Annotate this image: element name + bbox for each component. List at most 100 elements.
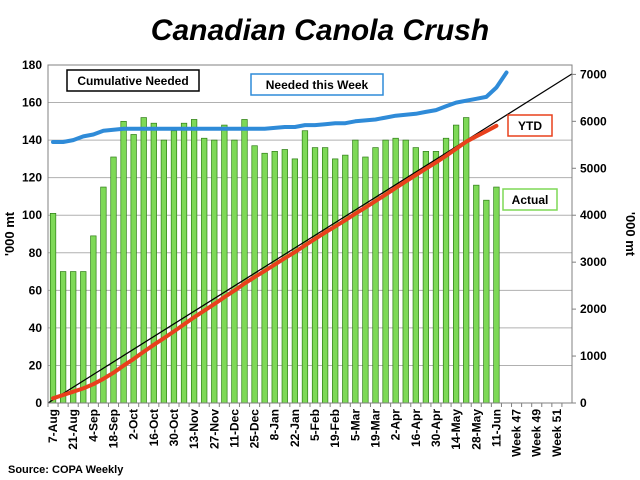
right-tick-label: 0: [580, 396, 587, 410]
actual-bar: [432, 151, 440, 404]
actual-bar: [493, 186, 500, 404]
x-tick-label: 16-Oct: [147, 409, 161, 446]
line-series: [47, 70, 573, 404]
legend-cumulative-needed: Cumulative Needed: [66, 69, 200, 92]
x-tick-label: 19-Mar: [369, 409, 383, 448]
x-tick-label: 11-Dec: [227, 409, 241, 448]
x-tick-label: 22-Jan: [288, 409, 302, 447]
legend-label-ytd: YTD: [518, 119, 542, 133]
actual-bar: [211, 139, 218, 404]
actual-bar: [170, 130, 178, 404]
ytd-line: [51, 123, 499, 401]
x-axis-ticks: 7-Aug 21-Aug 4-Sep 18-Sep 2-Oct 16-Oct 30-Oct 1…: [46, 403, 564, 457]
left-tick-label: 40: [29, 321, 43, 335]
actual-bar: [80, 271, 87, 404]
actual-bar: [231, 139, 238, 404]
left-tick-label: 100: [22, 208, 42, 222]
actual-bar: [150, 122, 157, 404]
x-tick-label: 13-Nov: [187, 409, 201, 449]
left-axis-ticks: 0 20 40 60 80 100 120 140 160 180: [22, 58, 42, 410]
x-tick-label: 4-Sep: [86, 409, 100, 442]
actual-bar: [100, 186, 107, 404]
actual-bar: [342, 154, 349, 404]
actual-bar: [59, 271, 67, 404]
needed-this-week-line: [51, 70, 509, 144]
actual-bar: [49, 212, 57, 404]
actual-bar: [392, 137, 399, 404]
chart-title: Canadian Canola Crush: [151, 14, 489, 47]
right-tick-label: 7000: [580, 67, 607, 81]
legend-label-cumulative-needed: Cumulative Needed: [77, 74, 188, 88]
actual-bar: [120, 120, 127, 404]
x-tick-label: 27-Nov: [207, 409, 221, 449]
x-tick-label: 21-Aug: [66, 409, 80, 450]
actual-bar: [352, 139, 359, 404]
actual-bar: [90, 235, 97, 404]
actual-bar: [452, 124, 460, 404]
actual-bar: [422, 151, 430, 404]
x-tick-label: 7-Aug: [46, 409, 60, 443]
actual-bar: [201, 137, 208, 404]
x-tick-label: 25-Dec: [248, 409, 262, 449]
legend: Cumulative Needed Needed this Week YTD A…: [66, 69, 558, 211]
actual-bar: [241, 119, 248, 404]
actual-bar: [311, 147, 319, 404]
x-tick-label: 14-May: [449, 409, 463, 450]
x-tick-label: 30-Apr: [429, 409, 443, 447]
x-tick-label: 8-Jan: [268, 409, 282, 440]
right-tick-label: 1000: [580, 349, 607, 363]
actual-bars: [49, 117, 500, 404]
actual-bar: [362, 156, 369, 404]
actual-bar: [442, 137, 450, 404]
actual-bar: [221, 124, 228, 404]
x-tick-label: Week 49: [530, 409, 544, 457]
x-tick-label: Week 47: [510, 409, 524, 457]
left-axis-title: '000 mt: [2, 211, 17, 256]
actual-bar: [271, 151, 278, 404]
actual-bar: [291, 158, 299, 404]
legend-label-actual: Actual: [512, 193, 549, 207]
left-tick-label: 180: [22, 58, 42, 72]
x-tick-label: 30-Oct: [167, 409, 181, 446]
legend-ytd: YTD: [507, 114, 553, 137]
actual-bar: [261, 152, 268, 404]
right-tick-label: 6000: [580, 114, 607, 128]
left-tick-label: 120: [22, 171, 42, 185]
actual-bar: [332, 158, 339, 404]
actual-bar: [110, 156, 117, 404]
actual-bar: [463, 117, 470, 404]
actual-bar: [180, 122, 188, 404]
actual-bar: [70, 271, 77, 404]
x-tick-label: 2-Oct: [127, 409, 141, 440]
source-note: Source: COPA Weekly: [8, 464, 124, 476]
actual-bar: [130, 134, 137, 404]
actual-bar: [281, 149, 288, 404]
x-tick-label: 18-Sep: [107, 409, 121, 448]
right-tick-label: 2000: [580, 302, 607, 316]
actual-bar: [382, 139, 389, 404]
left-tick-label: 160: [22, 96, 42, 110]
x-tick-label: 28-May: [469, 409, 483, 450]
x-tick-label: Week 51: [550, 409, 564, 457]
right-tick-label: 5000: [580, 161, 607, 175]
actual-bar: [190, 119, 198, 404]
x-tick-label: 19-Feb: [328, 409, 342, 448]
x-tick-label: 5-Mar: [348, 409, 362, 441]
right-tick-label: 3000: [580, 255, 607, 269]
legend-needed-this-week: Needed this Week: [250, 73, 384, 96]
actual-bar: [483, 199, 490, 404]
plot-area: 0 20 40 60 80 100 120 140 160 180 0 1000 2000 3000 40…: [22, 58, 607, 457]
actual-bar: [372, 147, 379, 404]
left-tick-label: 0: [35, 396, 42, 410]
actual-bar: [321, 147, 329, 404]
x-tick-label: 2-Apr: [389, 409, 403, 441]
legend-actual: Actual: [502, 188, 558, 211]
right-tick-label: 4000: [580, 208, 607, 222]
left-tick-label: 80: [29, 246, 43, 260]
left-tick-label: 140: [22, 133, 42, 147]
left-tick-label: 60: [29, 283, 43, 297]
x-tick-label: 16-Apr: [409, 409, 423, 447]
cumulative-needed-line: [47, 73, 573, 404]
plot-border: [47, 64, 573, 404]
